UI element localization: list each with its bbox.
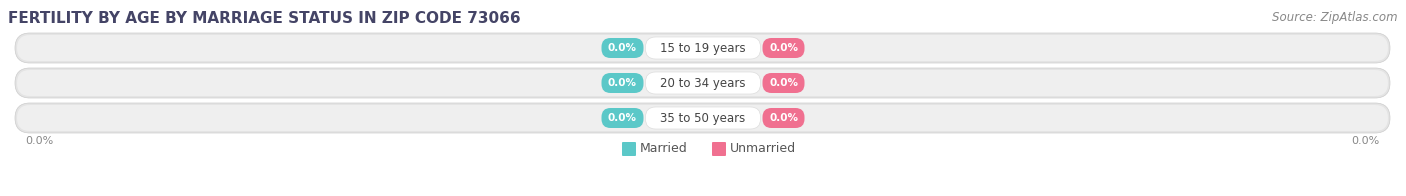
- FancyBboxPatch shape: [15, 68, 1391, 98]
- Text: 0.0%: 0.0%: [25, 136, 53, 146]
- FancyBboxPatch shape: [621, 142, 636, 156]
- FancyBboxPatch shape: [711, 142, 725, 156]
- Text: 0.0%: 0.0%: [769, 78, 799, 88]
- Text: 0.0%: 0.0%: [769, 113, 799, 123]
- Text: 0.0%: 0.0%: [607, 78, 637, 88]
- FancyBboxPatch shape: [645, 107, 761, 129]
- FancyBboxPatch shape: [17, 70, 1388, 96]
- Text: Married: Married: [640, 142, 688, 155]
- Text: 35 to 50 years: 35 to 50 years: [661, 112, 745, 124]
- FancyBboxPatch shape: [602, 108, 644, 128]
- FancyBboxPatch shape: [645, 72, 761, 94]
- FancyBboxPatch shape: [762, 108, 804, 128]
- FancyBboxPatch shape: [602, 38, 644, 58]
- Text: 0.0%: 0.0%: [607, 43, 637, 53]
- FancyBboxPatch shape: [602, 73, 644, 93]
- FancyBboxPatch shape: [15, 33, 1391, 63]
- FancyBboxPatch shape: [762, 73, 804, 93]
- Text: FERTILITY BY AGE BY MARRIAGE STATUS IN ZIP CODE 73066: FERTILITY BY AGE BY MARRIAGE STATUS IN Z…: [8, 11, 520, 26]
- Text: 0.0%: 0.0%: [1351, 136, 1381, 146]
- FancyBboxPatch shape: [15, 103, 1391, 133]
- FancyBboxPatch shape: [17, 35, 1388, 61]
- Text: 0.0%: 0.0%: [769, 43, 799, 53]
- Text: 15 to 19 years: 15 to 19 years: [661, 42, 745, 54]
- Text: 20 to 34 years: 20 to 34 years: [661, 76, 745, 90]
- Text: 0.0%: 0.0%: [607, 113, 637, 123]
- FancyBboxPatch shape: [17, 105, 1388, 131]
- FancyBboxPatch shape: [762, 38, 804, 58]
- FancyBboxPatch shape: [645, 37, 761, 59]
- Text: Unmarried: Unmarried: [730, 142, 796, 155]
- Text: Source: ZipAtlas.com: Source: ZipAtlas.com: [1272, 11, 1398, 24]
